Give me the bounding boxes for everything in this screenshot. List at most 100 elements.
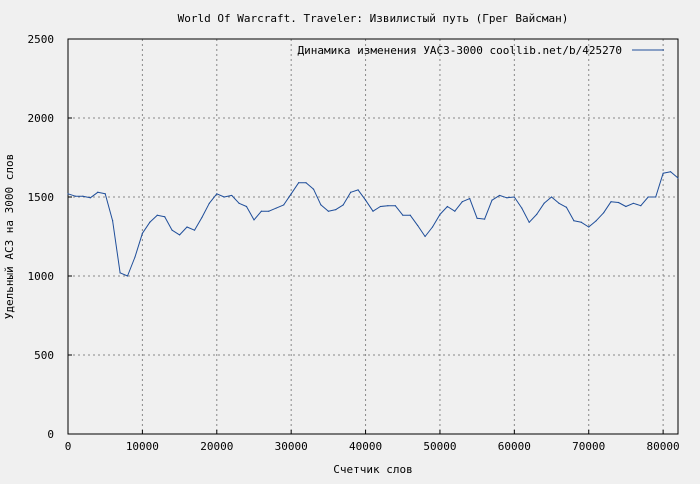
data-point — [647, 196, 649, 198]
data-point — [506, 197, 508, 199]
legend-label: Динамика изменения УАСЗ-3000 coollib.net… — [297, 44, 622, 57]
data-point — [550, 196, 553, 198]
data-point — [89, 197, 91, 199]
data-point — [320, 204, 322, 206]
data-point — [350, 191, 352, 193]
grid — [68, 39, 678, 434]
legend: Динамика изменения УАСЗ-3000 coollib.net… — [297, 44, 664, 57]
data-point — [342, 204, 344, 206]
data-point — [141, 232, 143, 234]
y-axis-label: Удельный АСЗ на 3000 слов — [3, 154, 16, 320]
data-point — [454, 210, 456, 212]
x-tick-label: 10000 — [126, 440, 159, 453]
data-point — [171, 229, 173, 231]
data-point — [260, 210, 263, 212]
data-point — [446, 205, 448, 208]
data-point — [476, 217, 478, 219]
data-point — [677, 177, 679, 179]
y-tick-label: 2500 — [28, 33, 55, 46]
data-point — [491, 199, 493, 201]
x-tick-label: 50000 — [423, 440, 456, 453]
data-point — [238, 202, 240, 204]
y-tick-label: 0 — [47, 428, 54, 441]
data-point — [543, 202, 545, 204]
data-point — [669, 171, 672, 173]
axis-ticks: 0 10000 20000 30000 40000 50000 60000 70000 8000… — [28, 33, 680, 453]
data-point — [327, 210, 329, 212]
data-point — [305, 182, 307, 184]
data-point — [387, 205, 389, 207]
data-point — [469, 197, 471, 200]
data-point — [245, 205, 248, 208]
data-point — [253, 219, 255, 221]
data-point — [580, 221, 582, 223]
data-point — [208, 202, 210, 204]
data-point — [603, 212, 605, 214]
data-point — [394, 205, 396, 207]
data-point — [275, 207, 277, 209]
y-tick-label: 500 — [34, 349, 54, 362]
data-point — [379, 205, 382, 208]
data-point — [536, 213, 538, 215]
x-tick-label: 80000 — [647, 440, 680, 453]
data-point — [528, 221, 530, 223]
data-point — [149, 221, 151, 223]
data-point — [112, 220, 114, 222]
chart-title: World Of Warcraft. Traveler: Извилистый … — [178, 12, 569, 25]
data-point — [156, 214, 158, 216]
y-tick-label: 2000 — [28, 112, 55, 125]
data-point — [573, 220, 575, 222]
data-point — [201, 216, 203, 219]
data-point — [595, 220, 597, 222]
data-point — [97, 191, 99, 193]
y-tick-label: 1000 — [28, 270, 55, 283]
data-point — [178, 234, 181, 236]
x-tick-label: 30000 — [275, 440, 308, 453]
data-point — [483, 218, 486, 220]
data-point — [193, 229, 196, 231]
data-point — [655, 196, 657, 198]
data-point — [617, 201, 620, 204]
data-point — [312, 188, 315, 190]
data-point — [357, 189, 359, 191]
data-point — [268, 210, 270, 212]
data-point — [431, 226, 434, 228]
x-tick-label: 0 — [65, 440, 72, 453]
data-point — [223, 196, 225, 198]
data-point — [335, 209, 337, 211]
x-tick-label: 20000 — [200, 440, 233, 453]
data-point — [662, 172, 664, 174]
data-point — [461, 201, 463, 203]
data-point — [558, 202, 560, 204]
data-point — [82, 195, 84, 197]
plot-frame — [67, 38, 679, 435]
data-point — [186, 226, 188, 228]
data-point — [67, 193, 69, 195]
y-tick-label: 1500 — [28, 191, 55, 204]
data-point — [231, 194, 233, 197]
data-point — [424, 235, 426, 238]
data-point — [283, 204, 285, 206]
data-point — [126, 275, 129, 277]
data-point — [402, 214, 404, 216]
data-point — [409, 214, 411, 216]
data-point — [565, 206, 568, 208]
data-point — [119, 272, 121, 274]
series-group — [67, 171, 679, 277]
data-point — [632, 202, 634, 204]
x-tick-label: 70000 — [572, 440, 605, 453]
data-point — [610, 201, 612, 203]
data-point — [498, 194, 501, 197]
data-point — [513, 196, 515, 198]
data-point — [521, 207, 523, 209]
data-point — [372, 210, 374, 212]
data-point — [439, 213, 441, 215]
data-point — [104, 193, 106, 195]
data-point — [164, 216, 166, 218]
data-point — [134, 256, 136, 258]
x-tick-label: 60000 — [498, 440, 531, 453]
data-point — [364, 199, 367, 201]
